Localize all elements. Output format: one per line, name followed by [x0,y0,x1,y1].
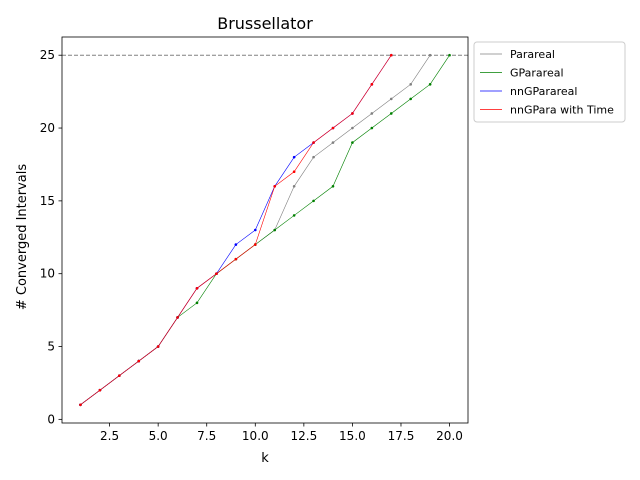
series-line-3 [80,55,392,406]
y-tick-label: 15 [40,194,55,208]
series-3-point [98,388,102,392]
series-3-point [79,403,82,407]
legend-box [473,41,626,123]
series-1-point [292,214,296,217]
series-1-point [370,126,374,130]
x-axis-label: k [261,451,269,466]
series-3-point [215,272,218,275]
plot-area: 2.5 5.0 7.5 10.0 12.5 15.0 17.5 20.0 0 5 10 15 20 25 [40,36,469,443]
series-1-point [331,185,335,188]
x-tick-label: 10.0 [242,429,269,443]
series-1-point [389,112,393,115]
x-tick-label: 15.0 [339,429,366,443]
series-3-point [389,53,393,57]
x-tick-label: 12.5 [290,429,317,443]
y-tick-label: 25 [40,48,55,62]
series-0-point [409,83,412,86]
series-0-point [292,185,296,188]
series-3-point [331,126,335,130]
x-tick-label: 20.0 [436,429,463,443]
series-3-point [351,112,354,115]
y-tick-label: 5 [47,340,55,354]
legend-label-3: nnGPara with Time [510,104,614,117]
series-1-point [312,199,315,203]
series-3-point [137,359,141,363]
series-1-point [409,97,412,101]
series-0-point [331,141,335,144]
series-line-2 [80,55,392,406]
axes-frame [61,36,469,424]
y-tick-label: 10 [40,267,55,281]
series-0-point [428,53,432,57]
series-2-point [292,155,296,159]
x-tick-label: 2.5 [100,429,119,443]
x-tick-label: 17.5 [388,429,415,443]
series-3-point [176,316,179,319]
legend-label-0: Parareal [510,48,555,61]
series-0-point [312,155,315,159]
x-tick-label: 5.0 [149,429,168,443]
series-0-point [370,112,374,115]
legend: Parareal GParareal nnGParareal nnGPara with… [473,41,626,123]
legend-label-2: nnGParareal [510,85,577,98]
series-3-point [234,257,238,261]
chart-title: Brussellator [217,14,313,33]
series-3-point [312,141,315,144]
series-3-point [118,374,121,377]
series-1-point [351,141,354,144]
series-2-point [234,243,238,246]
series-3-point [292,170,296,174]
series-line-1 [80,55,450,406]
series-3-point [156,345,160,348]
series-0-point [351,126,354,130]
series-0-point [389,97,393,101]
series-3-point [273,185,277,188]
series-1-point [448,53,451,57]
series-1-point [195,301,199,305]
series-3-point [195,286,199,290]
series-3-point [370,83,374,86]
legend-label-1: GParareal [510,67,564,80]
series-3-point [253,243,257,246]
x-tick-label: 7.5 [197,429,216,443]
y-axis-label: # Converged Intervals [15,164,30,311]
series-1-point [273,228,277,232]
series-1-point [428,83,432,86]
y-tick-label: 0 [47,412,55,426]
series-2-point [253,228,257,232]
y-tick-label: 20 [40,121,55,135]
